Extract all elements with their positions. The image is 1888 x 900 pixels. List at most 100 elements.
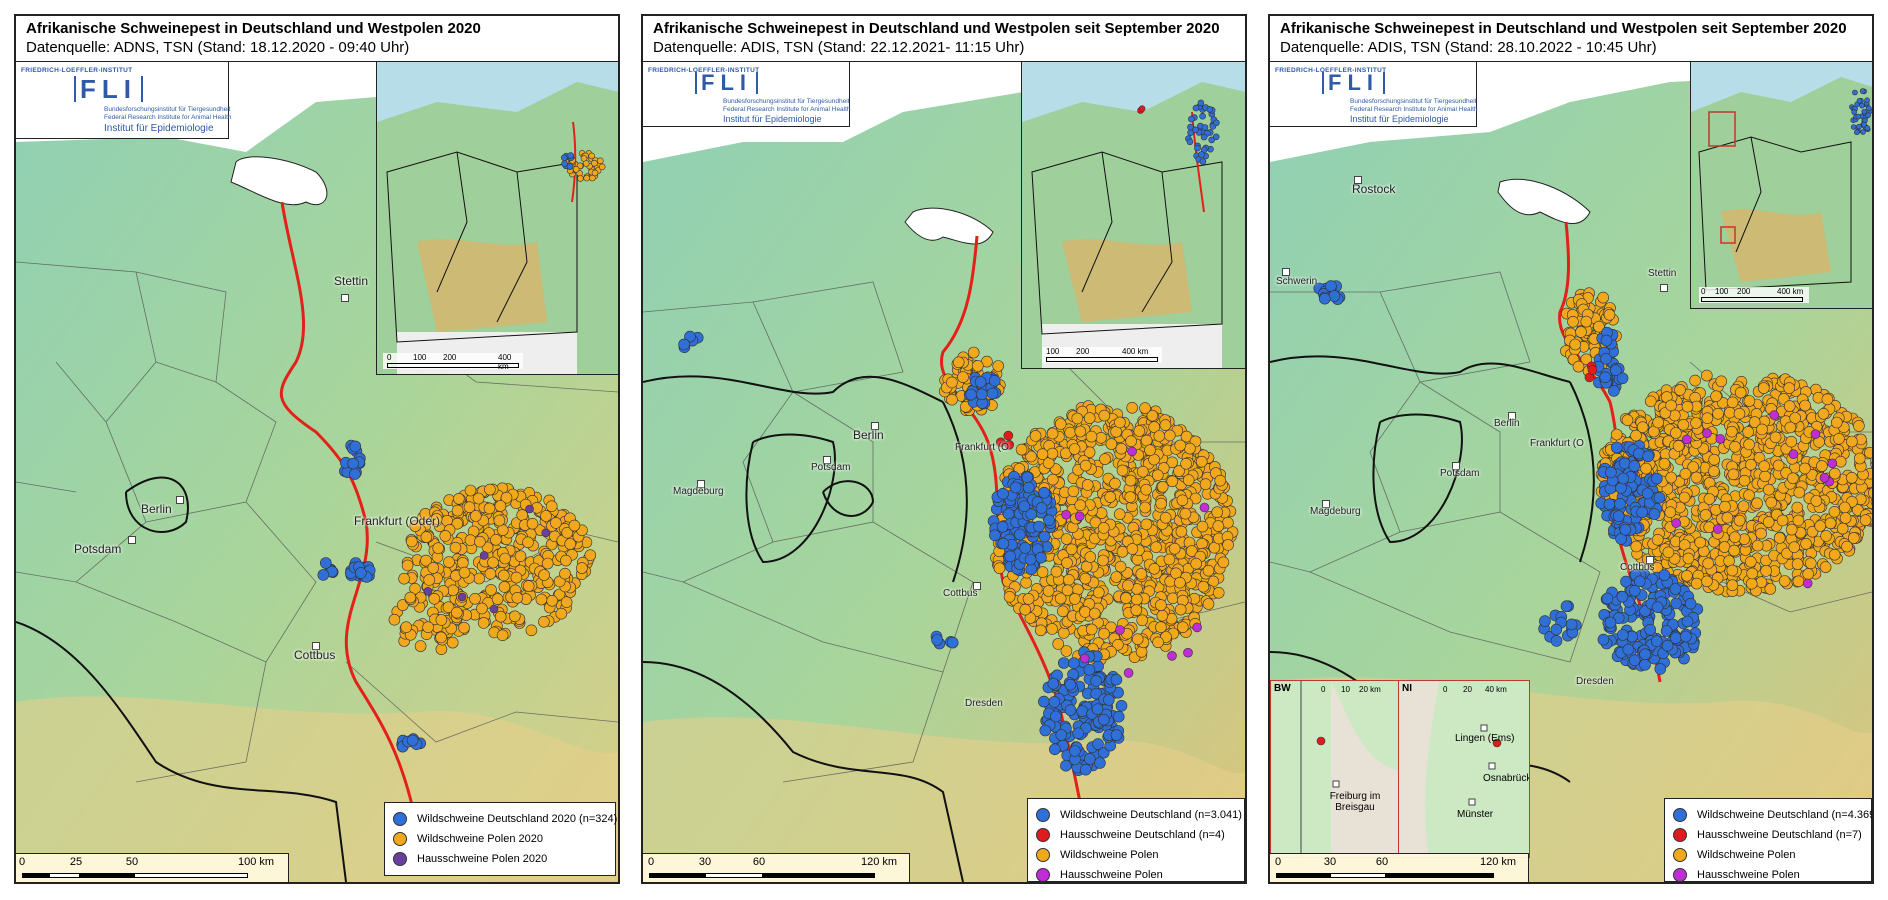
outbreak-point-wild-de <box>1610 441 1623 454</box>
outbreak-point-wild-pl <box>1166 475 1179 488</box>
outbreak-point-wild-de <box>1636 506 1648 519</box>
outbreak-point-wild-pl <box>1079 459 1092 472</box>
city-marker <box>1660 284 1668 292</box>
outbreak-point-wild-pl <box>1575 326 1587 338</box>
logo-sub-de: Bundesforschungsinstitut für Tiergesundh… <box>104 106 231 113</box>
outbreak-point-wild-de <box>1680 630 1692 643</box>
outbreak-point-wild-pl <box>1168 542 1181 555</box>
outbreak-point-wild-pl <box>522 536 534 549</box>
legend-label: Wildschweine Polen <box>1060 849 1159 861</box>
outbreak-point-wild-pl <box>1725 425 1738 438</box>
outbreak-point-wild-de <box>1025 563 1038 576</box>
outbreak-point-wild-de <box>678 338 690 351</box>
outbreak-point-wild-de <box>1090 675 1102 687</box>
outbreak-point-wild-pl <box>485 584 497 596</box>
outbreak-point-wild-pl <box>1217 556 1230 569</box>
outbreak-point-wild-de <box>1601 592 1614 605</box>
outbreak-point-wild-pl <box>1652 416 1665 429</box>
outbreak-point-wild-pl <box>1760 565 1772 577</box>
inset-scale-label: 100 <box>1046 347 1060 356</box>
outbreak-point-wild-pl <box>1195 455 1208 468</box>
outbreak-point-wild-pl <box>1184 442 1196 455</box>
map-panel-2021: Afrikanische Schweinepest in Deutschland… <box>641 14 1247 884</box>
outbreak-point-wild-pl <box>1097 554 1109 567</box>
outbreak-point-wild-pl <box>1630 429 1642 442</box>
outbreak-point-wild-pl <box>1197 580 1210 593</box>
outbreak-point-wild-pl <box>1081 479 1094 491</box>
city-marker <box>973 582 981 590</box>
outbreak-point-wild-pl <box>522 580 535 592</box>
outbreak-point-wild-pl <box>1630 540 1643 553</box>
fli-logo: FRIEDRICH-LOEFFLER-INSTITUT FLI Bundesfo… <box>643 62 851 127</box>
outbreak-point-wild-de <box>1004 550 1017 563</box>
outbreak-point-wild-pl <box>1726 579 1739 592</box>
outbreak-point-domestic-pl <box>1702 428 1712 439</box>
city-label: Potsdam <box>74 542 122 556</box>
map-area[interactable]: Rostock Schwerin Stettin Berlin Potsdam … <box>1270 62 1872 882</box>
scale-label: 30 <box>698 856 712 868</box>
outbreak-point-wild-pl <box>1836 522 1849 535</box>
outbreak-point-wild-de <box>1064 678 1077 691</box>
outbreak-point-wild-de <box>1112 710 1125 723</box>
legend-swatch <box>1673 808 1687 822</box>
outbreak-point-wild-pl <box>1151 469 1164 482</box>
outbreak-point-wild-pl <box>1214 474 1227 487</box>
outbreak-point-wild-de <box>1539 615 1551 627</box>
outbreak-point-wild-de <box>1025 508 1038 521</box>
outbreak-point-wild-pl <box>1095 431 1107 444</box>
outbreak-point-wild-pl <box>1783 382 1796 394</box>
outbreak-point-domestic-pl <box>479 551 489 560</box>
inset-outbreak-point <box>591 159 598 167</box>
outbreak-point-wild-pl <box>555 607 568 620</box>
outbreak-point-wild-pl <box>1764 583 1777 595</box>
legend-swatch <box>1673 868 1687 882</box>
inset-scale-label: 40 km <box>1485 685 1507 694</box>
outbreak-point-wild-pl <box>1064 426 1077 439</box>
inset-scale-bar: 0 100 200 400 km <box>1699 287 1809 303</box>
inset-outbreak-point <box>1864 97 1870 104</box>
outbreak-point-wild-pl <box>1662 546 1675 559</box>
outbreak-point-wild-pl <box>1789 412 1802 424</box>
map-title: Afrikanische Schweinepest in Deutschland… <box>1280 20 1847 37</box>
outbreak-point-wild-pl <box>1199 478 1212 491</box>
outbreak-point-wild-de <box>1618 457 1631 470</box>
legend-swatch <box>1036 828 1050 842</box>
inset-outbreak-point <box>1866 105 1872 112</box>
outbreak-point-wild-pl <box>1769 431 1782 444</box>
inset-scale-label: 400 km <box>1122 347 1149 356</box>
outbreak-point-wild-pl <box>420 554 432 567</box>
logo-abbr: FLI <box>695 72 758 94</box>
city-label: Cottbus <box>943 588 978 599</box>
outbreak-point-wild-de <box>1072 727 1085 740</box>
outbreak-point-wild-pl <box>1580 315 1593 328</box>
outbreak-point-wild-pl <box>1821 393 1834 406</box>
outbreak-point-wild-de <box>1079 763 1092 776</box>
inset-outbreak-point <box>1861 121 1867 128</box>
outbreak-point-wild-pl <box>1800 537 1812 550</box>
outbreak-point-wild-pl <box>1126 401 1139 414</box>
map-area[interactable]: Stettin Berlin Potsdam Frankfurt (Oder) … <box>16 62 618 882</box>
outbreak-point-wild-pl <box>414 640 427 652</box>
city-label: Potsdam <box>1440 468 1480 479</box>
outbreak-point-wild-pl <box>1799 462 1811 475</box>
city-label: Magdeburg <box>673 486 724 497</box>
outbreak-point-wild-pl <box>1115 442 1128 455</box>
outbreak-point-wild-de <box>1047 677 1060 690</box>
outbreak-point-wild-pl <box>472 492 485 505</box>
city-label: Lingen (Ems) <box>1455 733 1515 744</box>
outbreak-point-wild-pl <box>1833 432 1845 445</box>
outbreak-point-wild-pl <box>1828 467 1841 480</box>
inset-outbreak-point <box>1859 88 1866 94</box>
outbreak-point-wild-pl <box>400 621 413 634</box>
outbreak-point-domestic-pl <box>1192 622 1202 633</box>
city-label: Frankfurt (O <box>955 442 1009 453</box>
city-label: Berlin <box>1494 418 1520 429</box>
legend-item: Wildschweine Deutschland 2020 (n=324) <box>393 809 617 829</box>
outbreak-point-wild-pl <box>971 360 984 372</box>
outbreak-point-wild-pl <box>1828 548 1841 561</box>
outbreak-point-wild-pl <box>1056 605 1069 618</box>
outbreak-point-wild-pl <box>1112 638 1124 651</box>
map-area[interactable]: Berlin Potsdam Frankfurt (O Magdeburg Co… <box>643 62 1245 882</box>
inset-scale-label: 400 km <box>1777 287 1804 296</box>
outbreak-point-wild-pl <box>1726 564 1739 577</box>
